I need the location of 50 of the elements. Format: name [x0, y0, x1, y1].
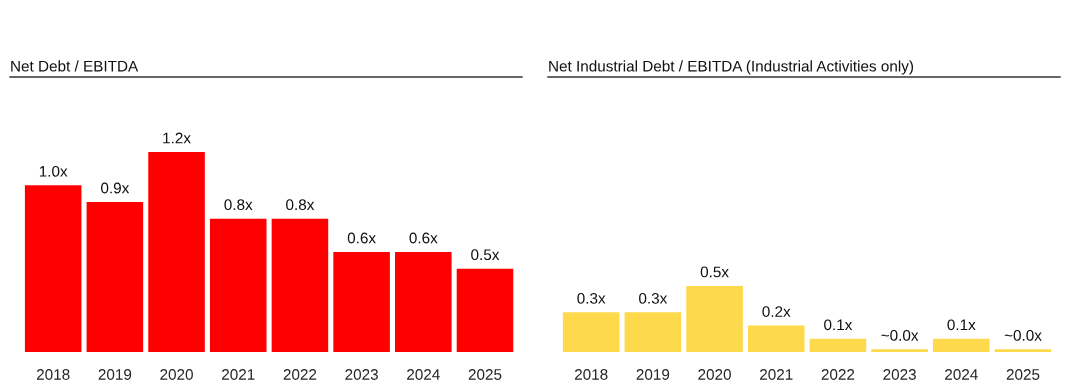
bar	[271, 218, 329, 352]
bar	[395, 252, 452, 352]
bar	[86, 202, 144, 352]
data-label: 0.1x	[947, 319, 976, 331]
x-tick-label: 2022	[283, 369, 317, 380]
bar	[994, 349, 1052, 352]
x-tick-label: 2025	[468, 369, 502, 380]
data-label: 0.6x	[347, 232, 376, 244]
x-tick-label: 2023	[883, 369, 916, 380]
bar	[562, 312, 620, 352]
data-label: 0.5x	[700, 266, 729, 278]
chart-title: Net Debt / EBITDA	[11, 60, 139, 72]
x-tick-label: 2022	[821, 369, 855, 380]
x-tick-label: 2018	[574, 369, 608, 380]
data-label: 0.9x	[101, 182, 130, 194]
chart-title: Net Industrial Debt / EBITDA (Industrial Activities only)	[549, 60, 914, 75]
x-tick-label: 2020	[160, 369, 193, 380]
x-tick-label: 2023	[345, 369, 378, 380]
x-tick-label: 2019	[636, 369, 670, 380]
data-label: ~0.0x	[1004, 329, 1042, 341]
bar	[24, 185, 82, 352]
x-tick-label: 2025	[1006, 369, 1040, 380]
x-tick-label: 2021	[222, 369, 255, 380]
bar	[333, 252, 390, 352]
data-label: 0.5x	[471, 249, 500, 261]
data-label: 0.3x	[639, 292, 668, 304]
bar	[209, 218, 267, 352]
bar	[747, 325, 805, 352]
x-tick-label: 2024	[945, 369, 978, 380]
data-label: 0.2x	[762, 306, 791, 317]
data-label: 0.8x	[224, 199, 253, 211]
x-tick-label: 2019	[98, 369, 132, 380]
bar	[686, 285, 743, 352]
data-label: 1.2x	[163, 132, 191, 144]
data-label: 0.1x	[824, 319, 853, 331]
x-tick-label: 2020	[698, 369, 731, 380]
data-label: 0.3x	[577, 292, 606, 304]
bar	[456, 268, 514, 352]
bar	[148, 152, 205, 352]
bar	[809, 338, 867, 352]
bar	[933, 338, 990, 352]
x-tick-label: 2024	[407, 369, 440, 380]
data-label: 0.8x	[286, 199, 315, 211]
data-label: 0.6x	[409, 232, 438, 244]
data-label: ~0.0x	[881, 329, 919, 341]
x-tick-label: 2018	[36, 369, 70, 380]
data-label: 1.0x	[39, 165, 68, 177]
bar	[624, 312, 682, 352]
bar	[871, 349, 928, 352]
x-tick-label: 2021	[760, 369, 793, 380]
